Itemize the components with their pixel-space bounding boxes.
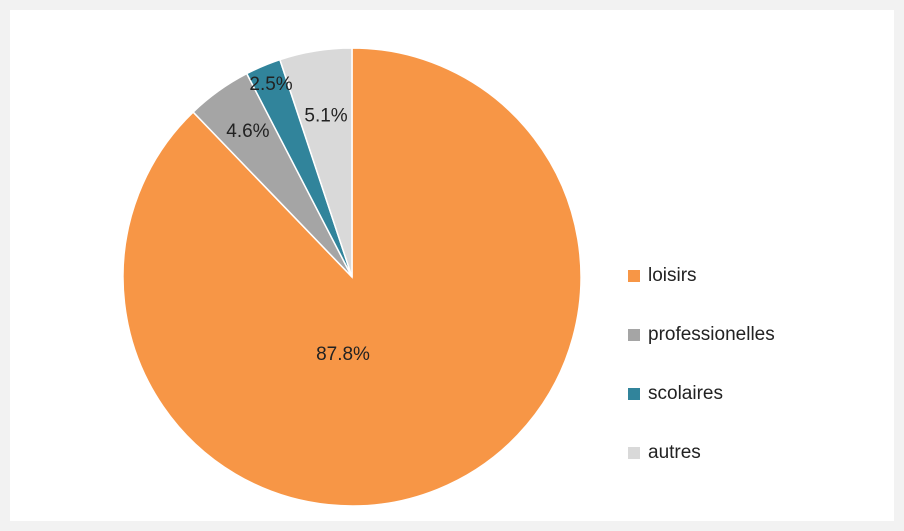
legend-label: autres bbox=[648, 442, 701, 463]
data-label: 5.1% bbox=[304, 106, 347, 127]
legend-swatch bbox=[628, 447, 640, 459]
pie-slice bbox=[278, 47, 353, 278]
legend-swatch bbox=[628, 270, 640, 282]
legend-swatch bbox=[628, 329, 640, 341]
data-label: 2.5% bbox=[249, 74, 292, 95]
legend-label: loisirs bbox=[648, 265, 697, 286]
legend-label: professionelles bbox=[648, 324, 775, 345]
legend-label: scolaires bbox=[648, 383, 723, 404]
data-label: 4.6% bbox=[226, 121, 269, 142]
data-label: 87.8% bbox=[316, 344, 370, 365]
legend-swatch bbox=[628, 388, 640, 400]
